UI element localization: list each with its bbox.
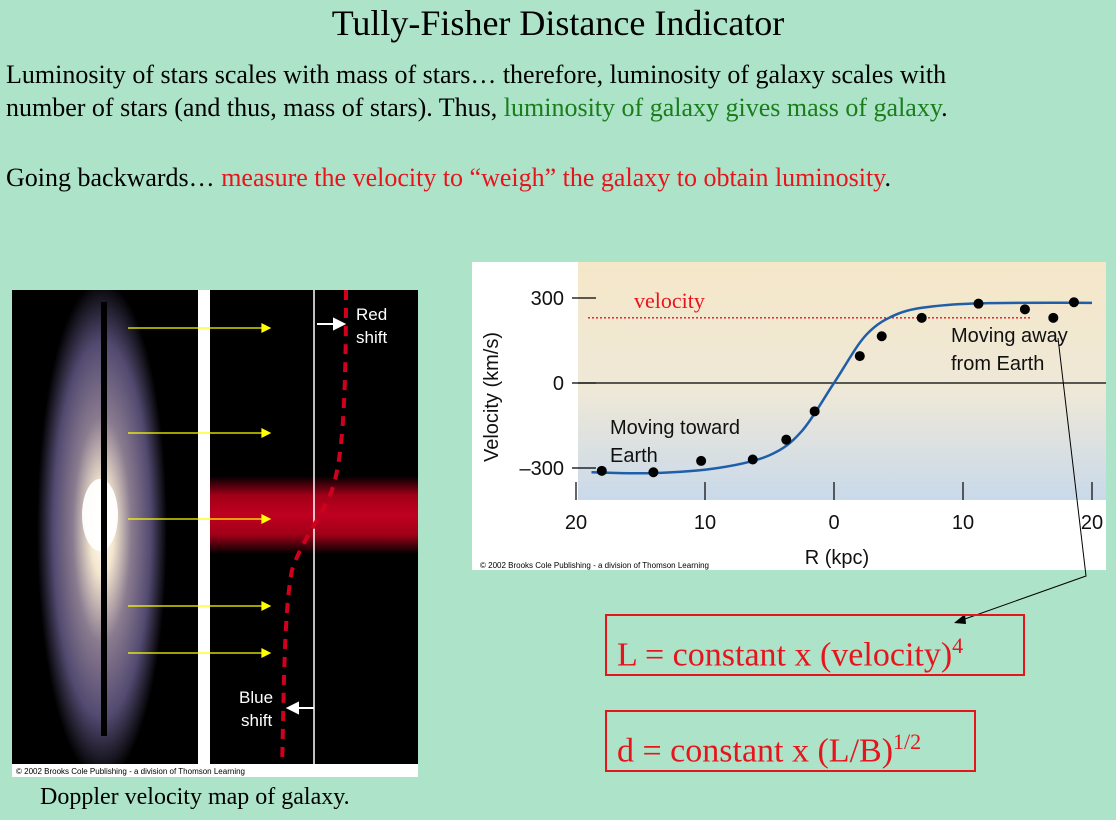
intro-line-2: number of stars (and thus, mass of stars… <box>6 91 948 124</box>
backwards-period: . <box>884 163 892 192</box>
data-points <box>596 297 1079 478</box>
backwards-text: Going backwards… <box>6 163 222 192</box>
distance-formula-text: d = constant x (L/B) <box>617 732 894 770</box>
data-point <box>596 465 607 476</box>
divider-bar <box>198 290 210 768</box>
distance-formula: d = constant x (L/B)1/2 <box>605 710 976 772</box>
yellow-arrows <box>128 323 272 658</box>
velocity-label: velocity <box>634 288 705 313</box>
data-point <box>1019 304 1030 315</box>
intro-period: . <box>941 93 948 122</box>
y-tick-label: 0 <box>553 373 564 395</box>
luminosity-formula: L = constant x (velocity)4 <box>605 614 1025 676</box>
data-point <box>696 455 707 466</box>
data-point <box>809 406 820 417</box>
x-tick-label: 20 <box>1081 512 1103 534</box>
y-tick-label: –300 <box>520 458 565 480</box>
blue-shift-label-2: shift <box>241 711 272 730</box>
data-point <box>648 467 659 478</box>
intro-paragraph: Luminosity of stars scales with mass of … <box>6 58 948 124</box>
data-point <box>916 312 927 323</box>
x-tick-label: 10 <box>694 512 716 534</box>
blue-shift-label-1: Blue <box>239 688 273 707</box>
toward-label-2: Earth <box>610 445 658 467</box>
luminosity-formula-text: L = constant x (velocity) <box>617 636 953 674</box>
rotation-curve-chart: velocity 300 0 –300 20 10 0 10 20 Moving towar… <box>472 262 1106 570</box>
intro-highlight: luminosity of galaxy gives mass of galax… <box>503 93 942 122</box>
x-axis-label: R (kpc) <box>805 547 869 569</box>
doppler-caption: Doppler velocity map of galaxy. <box>40 784 350 810</box>
data-point <box>876 331 887 342</box>
data-point <box>747 454 758 465</box>
x-tick-label: 20 <box>565 512 587 534</box>
copyright-strip <box>12 764 418 777</box>
intro-line-1: Luminosity of stars scales with mass of … <box>6 60 947 89</box>
y-axis-label: Velocity (km/s) <box>481 332 503 462</box>
chart-copyright: © 2002 Brooks Cole Publishing - a divisi… <box>480 561 709 570</box>
galaxy-core <box>82 479 118 551</box>
data-point <box>781 434 792 445</box>
x-tick-label: 10 <box>952 512 974 534</box>
rotation-curve-svg: velocity 300 0 –300 20 10 0 10 20 Moving towar… <box>480 262 1106 570</box>
blue-shift-arrow <box>285 701 314 715</box>
doppler-map-graphic: Red shift Blue shift <box>12 290 418 777</box>
away-label-2: from Earth <box>951 353 1044 375</box>
rotation-curve-trace <box>280 290 348 769</box>
y-tick-label: 300 <box>531 288 564 310</box>
rotation-curve-line <box>591 301 1093 475</box>
data-point <box>1048 312 1059 323</box>
toward-label-1: Moving toward <box>610 417 740 439</box>
backwards-highlight: measure the velocity to “weigh” the gala… <box>221 163 885 192</box>
intro-line-2-text: number of stars (and thus, mass of stars… <box>6 93 504 122</box>
distance-formula-exponent: 1/2 <box>893 729 922 754</box>
data-point <box>854 351 865 362</box>
away-label-1: Moving away <box>951 325 1068 347</box>
backwards-line: Going backwards… measure the velocity to… <box>6 161 891 194</box>
red-shift-arrow <box>317 317 347 331</box>
x-tick-label: 0 <box>828 512 839 534</box>
y-ticks: 300 0 –300 <box>520 288 596 480</box>
red-shift-label-2: shift <box>356 328 387 347</box>
luminosity-formula-exponent: 4 <box>952 633 964 658</box>
red-shift-label-1: Red <box>356 305 387 324</box>
slide-title: Tully-Fisher Distance Indicator <box>331 3 785 43</box>
data-point <box>973 298 984 309</box>
data-point <box>1068 297 1079 308</box>
doppler-map-image: Red shift Blue shift © 2002 Brooks Cole … <box>12 290 418 777</box>
doppler-copyright: © 2002 Brooks Cole Publishing - a divisi… <box>16 767 245 776</box>
